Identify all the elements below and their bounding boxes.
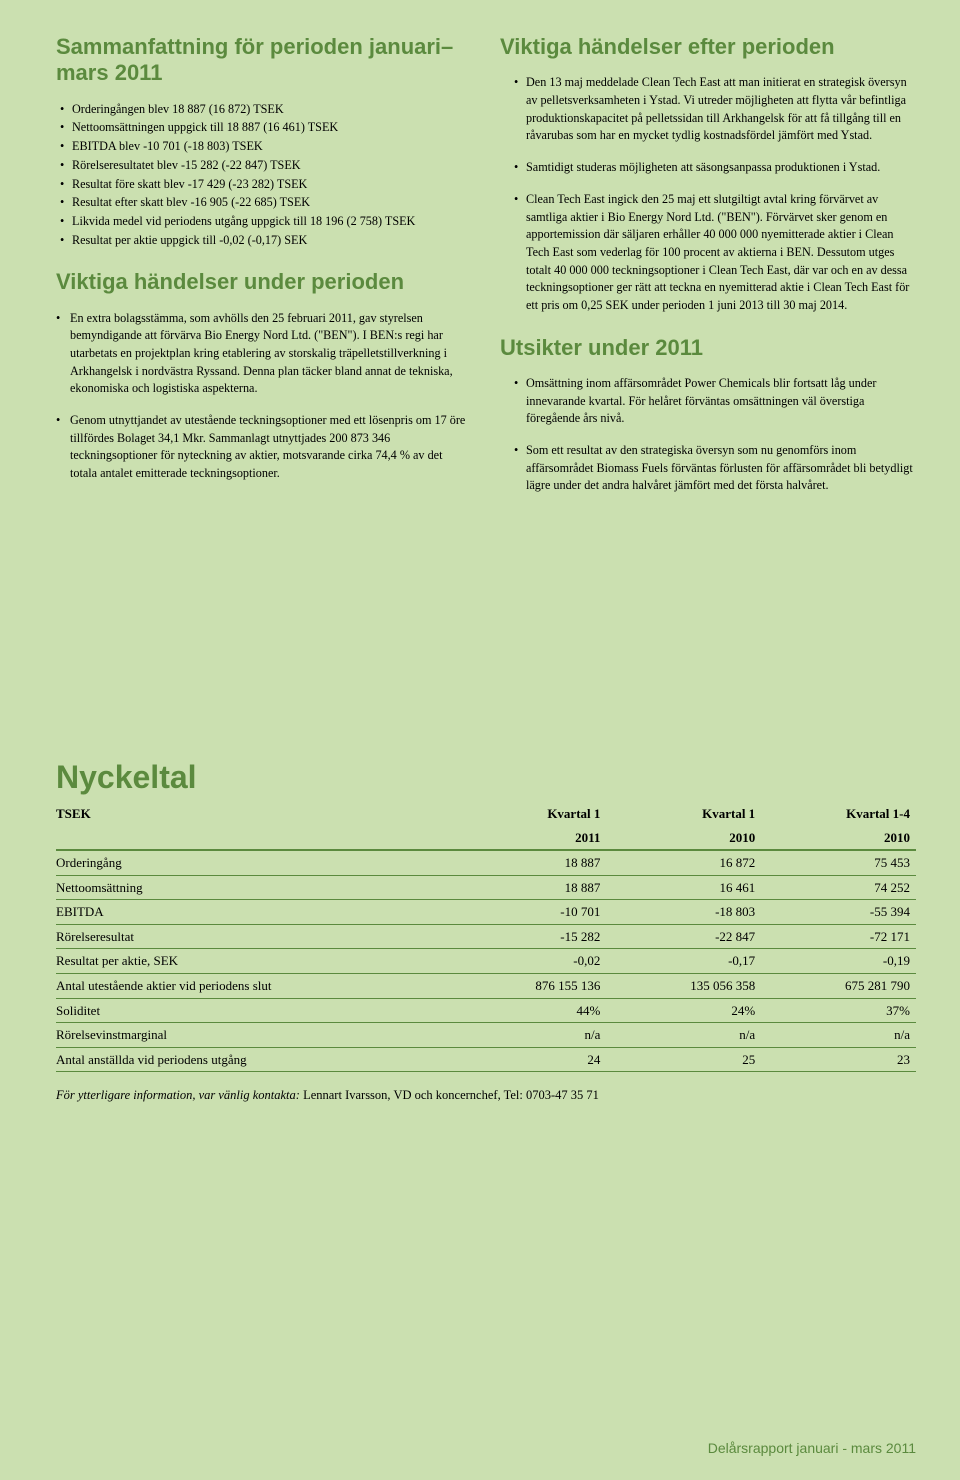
list-item: Genom utnyttjandet av utestående tecknin… [56,412,472,483]
page-footer: Delårsrapport januari - mars 2011 [708,1440,916,1456]
row-label: Orderingång [56,850,452,875]
row-value: -10 701 [452,900,607,925]
row-value: 876 155 136 [452,973,607,998]
row-value: 44% [452,998,607,1023]
kpi-col-year: 2011 [452,826,607,851]
kpi-blank [56,826,452,851]
summary-heading: Sammanfattning för perioden januari–mars… [56,34,472,87]
table-row: Soliditet44%24%37% [56,998,916,1023]
row-value: 16 872 [606,850,761,875]
kpi-tsek-label: TSEK [56,802,452,826]
events-heading: Viktiga händelser under perioden [56,269,472,295]
row-value: -0,17 [606,949,761,974]
row-value: 25 [606,1047,761,1072]
list-item: Samtidigt studeras möjligheten att säson… [500,159,916,177]
list-item: Clean Tech East ingick den 25 maj ett sl… [500,191,916,315]
kpi-col-label: Kvartal 1-4 [761,802,916,826]
list-item: Den 13 maj meddelade Clean Tech East att… [500,74,916,145]
footnote-emphasis: För ytterligare information, var vänlig … [56,1088,300,1102]
kpi-table: TSEK Kvartal 1 Kvartal 1 Kvartal 1-4 201… [56,802,916,1072]
row-label: Rörelseresultat [56,924,452,949]
row-value: -0,02 [452,949,607,974]
table-row: Antal utestående aktier vid periodens sl… [56,973,916,998]
table-row: Orderingång18 88716 87275 453 [56,850,916,875]
list-item: Som ett resultat av den strategiska över… [500,442,916,495]
table-row: Rörelsevinstmarginaln/an/an/a [56,1023,916,1048]
kpi-col-year: 2010 [761,826,916,851]
row-value: 24% [606,998,761,1023]
list-item: En extra bolagsstämma, som avhölls den 2… [56,310,472,398]
row-label: Soliditet [56,998,452,1023]
row-value: 75 453 [761,850,916,875]
list-item: Likvida medel vid periodens utgång uppgi… [56,213,472,231]
list-item: Resultat före skatt blev -17 429 (-23 28… [56,176,472,194]
row-value: -22 847 [606,924,761,949]
row-value: 18 887 [452,875,607,900]
footnote-rest: Lennart Ivarsson, VD och koncernchef, Te… [300,1088,599,1102]
row-value: n/a [452,1023,607,1048]
outlook-heading: Utsikter under 2011 [500,335,916,361]
row-value: n/a [606,1023,761,1048]
right-column: Viktiga händelser efter perioden Den 13 … [500,34,916,509]
row-value: 37% [761,998,916,1023]
row-value: -55 394 [761,900,916,925]
list-item: Rörelseresultatet blev -15 282 (-22 847)… [56,157,472,175]
row-label: Resultat per aktie, SEK [56,949,452,974]
contact-footnote: För ytterligare information, var vänlig … [56,1088,916,1103]
table-row: Nettoomsättning18 88716 46174 252 [56,875,916,900]
row-value: n/a [761,1023,916,1048]
kpi-col-label: Kvartal 1 [606,802,761,826]
list-item: EBITDA blev -10 701 (-18 803) TSEK [56,138,472,156]
row-label: Rörelsevinstmarginal [56,1023,452,1048]
row-value: 23 [761,1047,916,1072]
events-list: En extra bolagsstämma, som avhölls den 2… [56,310,472,483]
row-value: -72 171 [761,924,916,949]
row-value: 74 252 [761,875,916,900]
after-period-heading: Viktiga händelser efter perioden [500,34,916,60]
row-value: -15 282 [452,924,607,949]
summary-list: Orderingången blev 18 887 (16 872) TSEKN… [56,101,472,250]
outlook-list: Omsättning inom affärsområdet Power Chem… [500,375,916,495]
row-value: 135 056 358 [606,973,761,998]
row-value: 18 887 [452,850,607,875]
list-item: Nettoomsättningen uppgick till 18 887 (1… [56,119,472,137]
list-item: Omsättning inom affärsområdet Power Chem… [500,375,916,428]
row-value: -0,19 [761,949,916,974]
row-label: EBITDA [56,900,452,925]
list-item: Resultat efter skatt blev -16 905 (-22 6… [56,194,472,212]
table-row: Antal anställda vid periodens utgång2425… [56,1047,916,1072]
table-row: Resultat per aktie, SEK-0,02-0,17-0,19 [56,949,916,974]
row-label: Nettoomsättning [56,875,452,900]
kpi-col-year: 2010 [606,826,761,851]
kpi-table-head: TSEK Kvartal 1 Kvartal 1 Kvartal 1-4 201… [56,802,916,850]
list-item: Orderingången blev 18 887 (16 872) TSEK [56,101,472,119]
row-label: Antal utestående aktier vid periodens sl… [56,973,452,998]
after-period-list: Den 13 maj meddelade Clean Tech East att… [500,74,916,314]
list-item: Resultat per aktie uppgick till -0,02 (-… [56,232,472,250]
row-value: -18 803 [606,900,761,925]
two-column-layout: Sammanfattning för perioden januari–mars… [56,34,916,509]
table-row: EBITDA-10 701-18 803-55 394 [56,900,916,925]
kpi-heading: Nyckeltal [56,759,916,796]
row-label: Antal anställda vid periodens utgång [56,1047,452,1072]
left-column: Sammanfattning för perioden januari–mars… [56,34,472,509]
row-value: 16 461 [606,875,761,900]
kpi-table-body: Orderingång18 88716 87275 453Nettoomsätt… [56,850,916,1071]
row-value: 24 [452,1047,607,1072]
row-value: 675 281 790 [761,973,916,998]
kpi-col-label: Kvartal 1 [452,802,607,826]
kpi-section: Nyckeltal TSEK Kvartal 1 Kvartal 1 Kvart… [56,759,916,1103]
table-row: Rörelseresultat-15 282-22 847-72 171 [56,924,916,949]
